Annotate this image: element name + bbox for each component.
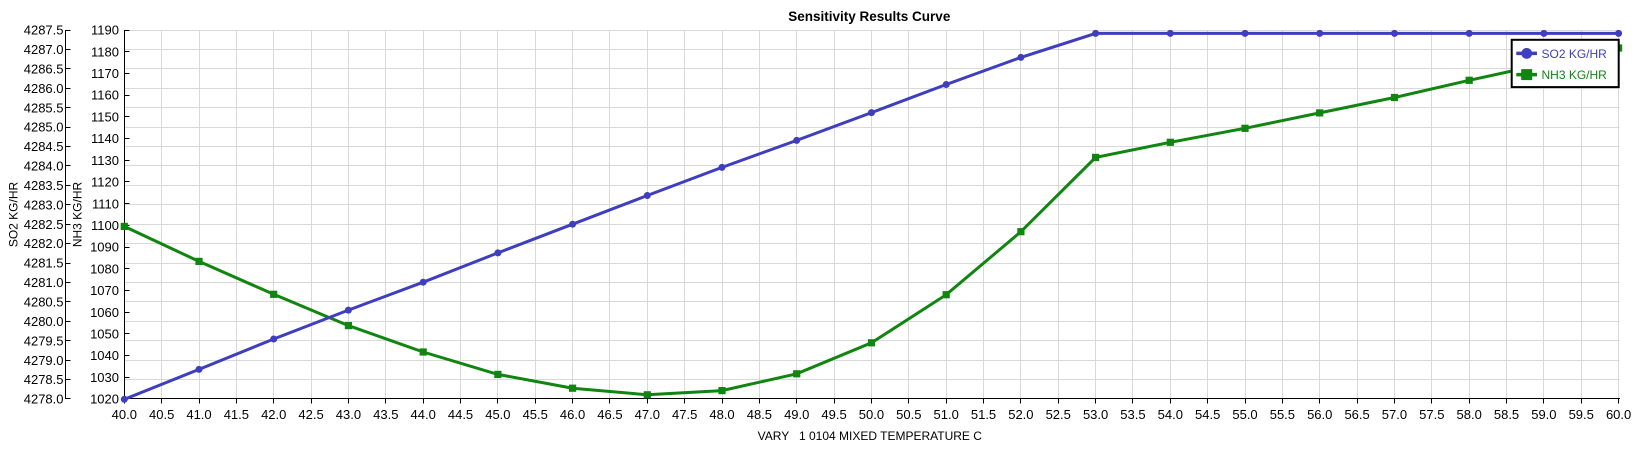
svg-text:4282.5: 4282.5 <box>24 217 64 232</box>
svg-text:48.5: 48.5 <box>747 407 772 422</box>
svg-text:1170: 1170 <box>91 66 119 81</box>
svg-text:43.5: 43.5 <box>373 407 398 422</box>
svg-text:45.5: 45.5 <box>523 407 548 422</box>
svg-text:4281.0: 4281.0 <box>24 275 64 290</box>
svg-text:56.5: 56.5 <box>1344 407 1369 422</box>
svg-text:56.0: 56.0 <box>1307 407 1332 422</box>
svg-text:4283.5: 4283.5 <box>24 178 64 193</box>
svg-text:4286.0: 4286.0 <box>24 81 64 96</box>
svg-text:4285.5: 4285.5 <box>24 100 64 115</box>
svg-text:50.0: 50.0 <box>859 407 884 422</box>
svg-text:4278.0: 4278.0 <box>24 392 64 407</box>
svg-text:1190: 1190 <box>91 23 119 38</box>
svg-text:50.5: 50.5 <box>896 407 921 422</box>
svg-text:1080: 1080 <box>90 261 119 276</box>
svg-text:54.0: 54.0 <box>1158 407 1183 422</box>
svg-text:58.5: 58.5 <box>1494 407 1519 422</box>
svg-text:47.5: 47.5 <box>672 407 697 422</box>
svg-text:4284.0: 4284.0 <box>24 159 64 174</box>
svg-text:57.5: 57.5 <box>1419 407 1444 422</box>
svg-text:1020: 1020 <box>90 392 119 407</box>
svg-text:4287.0: 4287.0 <box>24 42 64 57</box>
svg-text:49.0: 49.0 <box>784 407 809 422</box>
svg-text:1110: 1110 <box>92 196 119 211</box>
svg-text:4287.5: 4287.5 <box>24 23 64 38</box>
svg-text:1120: 1120 <box>91 175 119 190</box>
svg-text:4283.0: 4283.0 <box>24 197 64 212</box>
svg-text:41.5: 41.5 <box>224 407 249 422</box>
svg-text:NH3 KG/HR: NH3 KG/HR <box>71 181 85 247</box>
svg-text:59.0: 59.0 <box>1531 407 1556 422</box>
svg-text:55.5: 55.5 <box>1270 407 1295 422</box>
svg-text:43.0: 43.0 <box>336 407 361 422</box>
svg-text:54.5: 54.5 <box>1195 407 1220 422</box>
svg-text:47.0: 47.0 <box>635 407 660 422</box>
svg-text:1180: 1180 <box>91 44 119 59</box>
svg-text:48.0: 48.0 <box>709 407 734 422</box>
svg-text:60.0: 60.0 <box>1606 407 1631 422</box>
svg-text:4280.5: 4280.5 <box>24 294 64 309</box>
svg-text:SO2 KG/HR: SO2 KG/HR <box>1542 47 1608 61</box>
svg-text:40.5: 40.5 <box>149 407 174 422</box>
svg-text:42.5: 42.5 <box>298 407 323 422</box>
svg-text:4286.5: 4286.5 <box>24 61 64 76</box>
svg-text:1030: 1030 <box>90 370 119 385</box>
svg-text:40.0: 40.0 <box>112 407 137 422</box>
svg-text:4278.5: 4278.5 <box>24 372 64 387</box>
svg-text:Sensitivity Results Curve: Sensitivity Results Curve <box>788 9 951 24</box>
svg-text:4285.0: 4285.0 <box>24 120 64 135</box>
svg-text:41.0: 41.0 <box>186 407 211 422</box>
svg-text:SO2 KG/HR: SO2 KG/HR <box>7 181 21 247</box>
svg-text:52.0: 52.0 <box>1008 407 1033 422</box>
svg-text:4279.0: 4279.0 <box>24 353 64 368</box>
svg-text:4284.5: 4284.5 <box>24 139 64 154</box>
svg-text:4280.0: 4280.0 <box>24 314 64 329</box>
svg-text:1060: 1060 <box>90 305 119 320</box>
svg-text:1090: 1090 <box>90 240 119 255</box>
svg-text:51.5: 51.5 <box>971 407 996 422</box>
svg-text:1050: 1050 <box>90 326 119 341</box>
svg-text:4282.0: 4282.0 <box>24 236 64 251</box>
svg-text:46.0: 46.0 <box>560 407 585 422</box>
svg-text:46.5: 46.5 <box>597 407 622 422</box>
svg-text:44.0: 44.0 <box>411 407 436 422</box>
svg-text:1070: 1070 <box>90 283 119 298</box>
svg-text:49.5: 49.5 <box>821 407 846 422</box>
svg-text:VARY 1 0104 MIXED TEMPERATUR: VARY 1 0104 MIXED TEMPERATURE C <box>758 429 983 443</box>
svg-text:58.0: 58.0 <box>1457 407 1482 422</box>
svg-text:1150: 1150 <box>91 109 119 124</box>
svg-text:1140: 1140 <box>91 131 119 146</box>
svg-text:4279.5: 4279.5 <box>24 333 64 348</box>
svg-text:1100: 1100 <box>91 218 119 233</box>
svg-text:52.5: 52.5 <box>1046 407 1071 422</box>
svg-text:57.0: 57.0 <box>1382 407 1407 422</box>
svg-text:51.0: 51.0 <box>934 407 959 422</box>
svg-text:NH3 KG/HR: NH3 KG/HR <box>1542 68 1608 82</box>
svg-text:44.5: 44.5 <box>448 407 473 422</box>
svg-text:42.0: 42.0 <box>261 407 286 422</box>
svg-text:45.0: 45.0 <box>485 407 510 422</box>
svg-text:53.5: 53.5 <box>1120 407 1145 422</box>
svg-text:1160: 1160 <box>91 88 119 103</box>
svg-text:59.5: 59.5 <box>1569 407 1594 422</box>
svg-text:55.0: 55.0 <box>1232 407 1257 422</box>
svg-text:53.0: 53.0 <box>1083 407 1108 422</box>
svg-text:1040: 1040 <box>90 348 119 363</box>
svg-text:4281.5: 4281.5 <box>24 256 64 271</box>
svg-text:1130: 1130 <box>91 153 119 168</box>
